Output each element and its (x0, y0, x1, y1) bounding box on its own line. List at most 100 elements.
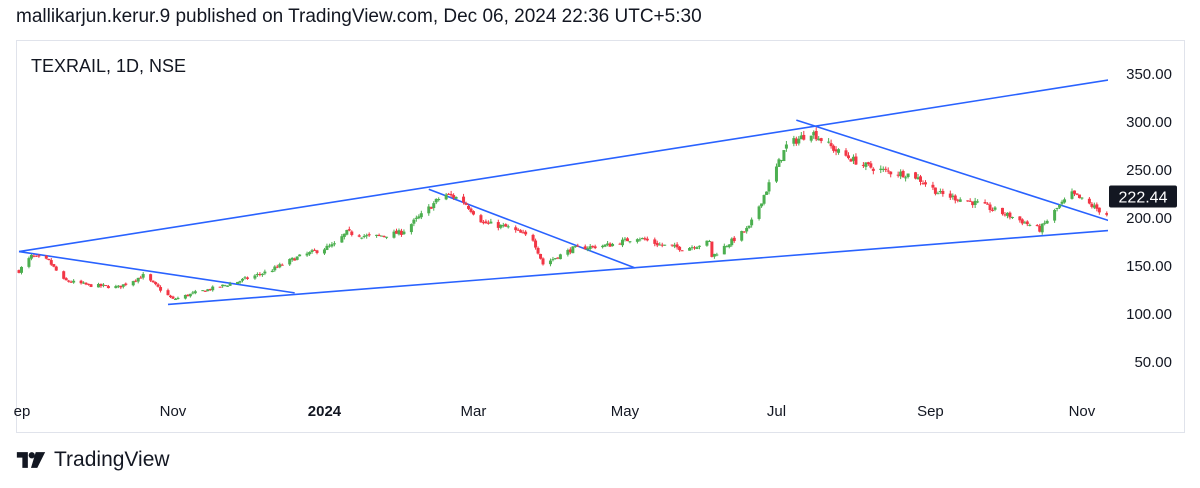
candle-up (973, 197, 977, 209)
time-axis[interactable]: ep Nov 2024 Mar May Jul Sep Nov (14, 403, 1096, 420)
candle-up (548, 258, 552, 267)
trendline[interactable] (428, 188, 636, 269)
trendline[interactable] (796, 119, 1121, 225)
y-tick-label: 350.00 (1126, 66, 1172, 83)
chart-frame (16, 40, 1185, 433)
candle-down (275, 264, 279, 269)
candle-up (1045, 219, 1049, 225)
candle-down (844, 148, 848, 157)
candle-down (933, 187, 937, 196)
candle-down (514, 225, 518, 233)
candle-down (742, 231, 746, 233)
candle-down (447, 192, 451, 195)
trendline[interactable] (167, 218, 1200, 306)
candle-up (936, 191, 940, 195)
candle-up (385, 236, 389, 240)
candle-down (710, 241, 714, 258)
tradingview-logo-icon (16, 452, 46, 468)
candle-down (481, 219, 485, 225)
candle-up (792, 135, 796, 147)
candle-down (139, 275, 143, 279)
candle-up (290, 257, 294, 262)
candle-down (1087, 197, 1091, 205)
candle-up (916, 174, 920, 180)
candle-up (1107, 213, 1108, 216)
candle-up (243, 276, 247, 280)
candle-down (675, 242, 679, 250)
price-axis[interactable]: 350.00 300.00 250.00 200.00 150.00 100.00 50.0… (1126, 66, 1172, 371)
candle-up (705, 240, 709, 247)
candle-down (218, 286, 222, 288)
trendline[interactable] (18, 55, 1200, 253)
candle-up (427, 204, 431, 216)
candle-up (278, 262, 282, 269)
candle-up (1043, 220, 1047, 226)
candle-up (938, 188, 942, 194)
candle-up (365, 233, 369, 239)
candle-down (849, 158, 853, 162)
x-tick-label: ep (14, 403, 31, 420)
candle-up (506, 224, 510, 229)
candle-up (695, 246, 699, 250)
candle-down (67, 279, 71, 283)
candle-up (412, 218, 416, 227)
candle-up (236, 281, 240, 285)
candle-up (588, 244, 592, 252)
candle-down (89, 283, 93, 288)
candle-down (991, 207, 995, 212)
candle-down (159, 285, 163, 293)
y-tick-label: 100.00 (1126, 306, 1172, 323)
candle-down (486, 220, 490, 225)
candle-up (851, 154, 855, 164)
candle-down (1097, 207, 1101, 215)
candle-up (899, 169, 903, 180)
candle-up (188, 293, 192, 298)
candle-up (750, 217, 754, 228)
x-tick-label: 2024 (308, 403, 342, 420)
trendline[interactable] (18, 250, 295, 294)
candle-down (655, 240, 659, 248)
candle-up (1092, 202, 1096, 210)
candle-up (308, 251, 312, 256)
candle-up (1063, 197, 1067, 204)
candle-up (707, 239, 711, 242)
candle-up (173, 297, 177, 301)
candle-down (846, 152, 850, 160)
candle-up (136, 277, 140, 284)
candle-down (469, 207, 473, 214)
candle-up (19, 266, 23, 275)
candle-down (245, 276, 249, 280)
candle-down (832, 144, 836, 153)
candle-up (812, 130, 816, 139)
candle-up (392, 229, 396, 239)
candle-down (516, 228, 520, 231)
candle-down (258, 272, 262, 277)
candle-up (757, 205, 761, 221)
candle-up (730, 237, 734, 247)
candle-up (673, 242, 677, 249)
candle-down (69, 280, 73, 283)
candle-down (854, 153, 858, 165)
candle-up (1055, 207, 1059, 212)
candle-down (484, 219, 488, 224)
candle-down (1025, 220, 1029, 227)
candle-down (1072, 190, 1076, 197)
candle-up (340, 233, 344, 243)
candle-up (762, 194, 766, 206)
candle-up (1113, 213, 1116, 217)
candle-up (993, 206, 997, 212)
candle-up (114, 284, 118, 289)
candle-up (322, 247, 326, 255)
candle-down (886, 167, 890, 174)
candle-up (904, 175, 908, 182)
candle-up (131, 280, 135, 287)
x-tick-label: May (611, 403, 640, 420)
x-tick-label: Mar (461, 403, 487, 420)
tradingview-brand[interactable]: TradingView (16, 448, 170, 472)
candle-up (375, 234, 379, 238)
candle-up (241, 278, 245, 283)
candle-up (191, 290, 195, 295)
candle-down (119, 285, 123, 290)
y-tick-label: 250.00 (1126, 162, 1172, 179)
